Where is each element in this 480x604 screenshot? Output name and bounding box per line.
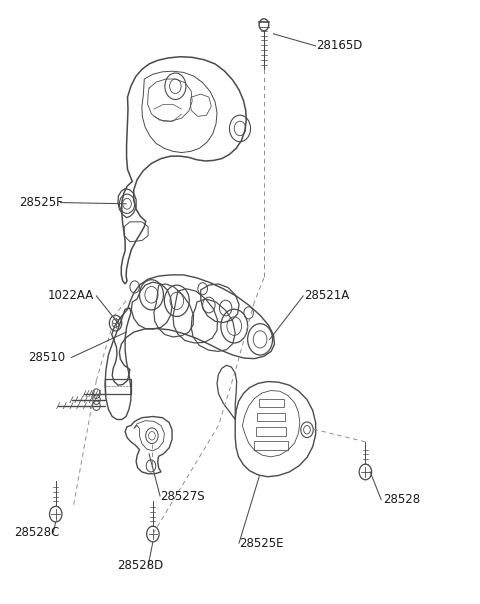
Text: 28528D: 28528D [117, 559, 163, 573]
Text: 28525E: 28525E [239, 536, 284, 550]
Text: 28528C: 28528C [14, 525, 60, 539]
Text: 28527S: 28527S [160, 489, 204, 503]
Text: 1022AA: 1022AA [48, 289, 94, 303]
Text: 28165D: 28165D [317, 39, 363, 53]
Text: 28521A: 28521A [305, 289, 350, 303]
Text: 28510: 28510 [28, 351, 66, 364]
Text: 28525F: 28525F [19, 196, 62, 209]
Text: 28528: 28528 [383, 493, 420, 506]
